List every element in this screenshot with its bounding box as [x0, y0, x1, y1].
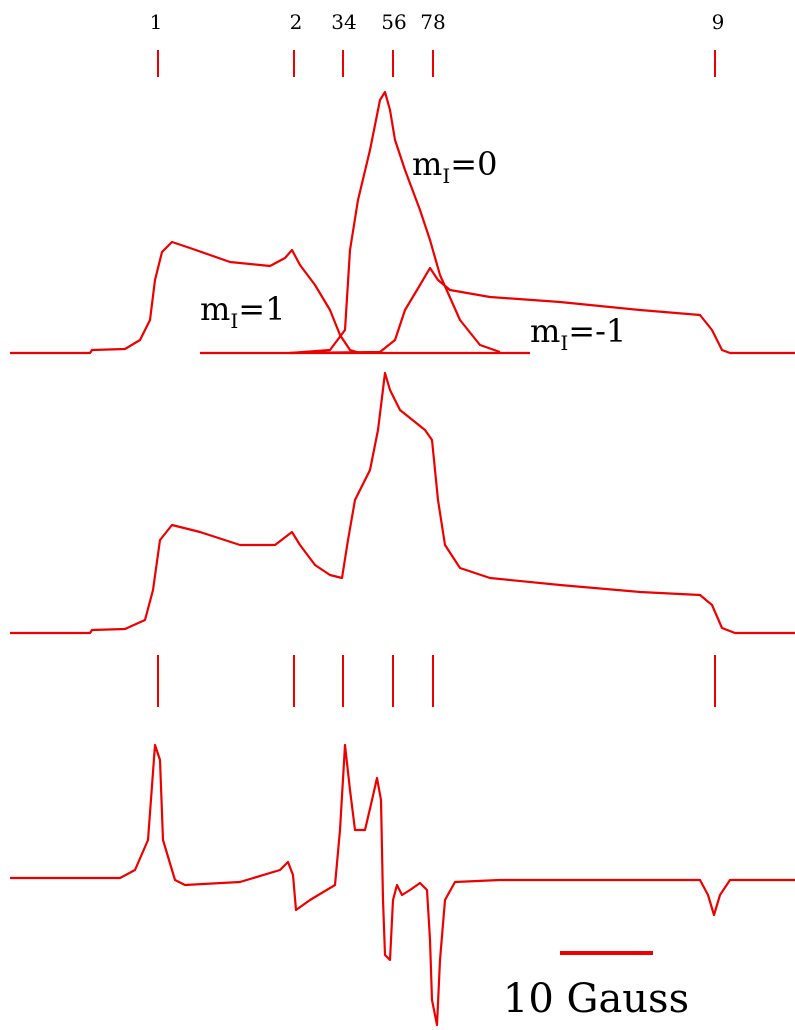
- component-curve: [289, 266, 795, 355]
- component-curve: [10, 240, 361, 355]
- peak-label: 56: [381, 10, 406, 34]
- component-curve: [289, 90, 501, 355]
- peak-labels: 1 2 34 56 78 9: [150, 10, 725, 34]
- peak-label: 9: [712, 10, 725, 34]
- scale-bar-label: 10 Gauss: [503, 976, 689, 1022]
- top-ticks: [157, 50, 716, 77]
- middle-ticks: [157, 655, 716, 707]
- derivative-spectrum: [10, 743, 795, 1027]
- peak-label: 78: [420, 10, 445, 34]
- components: [10, 90, 795, 355]
- component-label: mI=1: [200, 290, 285, 333]
- component-label: mI=0: [412, 145, 497, 188]
- sum-spectrum: [10, 371, 795, 635]
- peak-label: 2: [290, 10, 303, 34]
- peak-label: 1: [150, 10, 163, 34]
- peak-label: 34: [331, 10, 356, 34]
- component-labels: mI=0 mI=1 mI=-1: [200, 145, 626, 355]
- component-label: mI=-1: [530, 312, 626, 355]
